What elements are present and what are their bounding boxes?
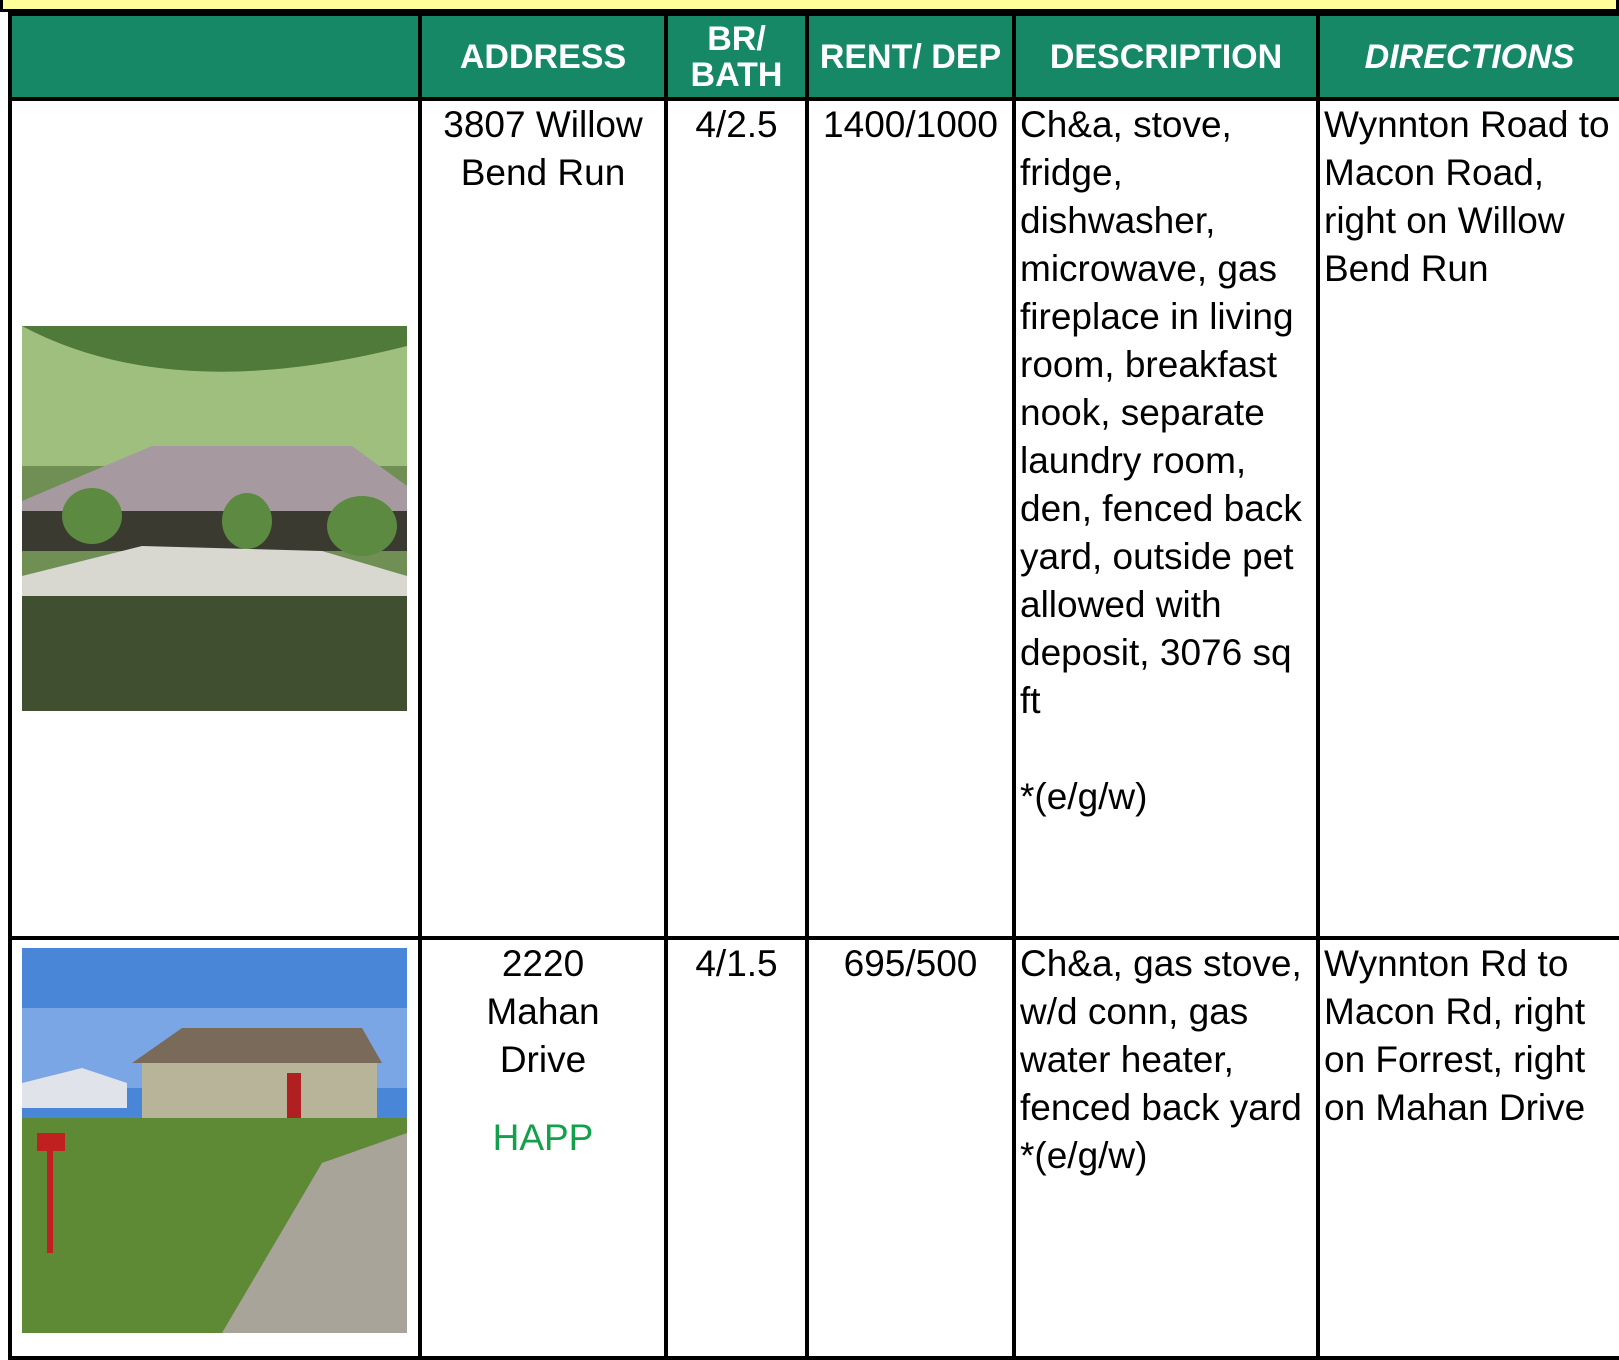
description: Ch&a, stove, fridge, dishwasher, microwa…	[1020, 104, 1302, 721]
listing-table: ADDRESS BR/ BATH RENT/ DEP DESCRIPTION D…	[8, 12, 1619, 1360]
br-bath: 4/1.5	[664, 936, 809, 1360]
description-cell: Ch&a, gas stove, w/d conn, gas water hea…	[1012, 936, 1320, 1360]
listing-row: 2220 Mahan Drive HAPP 4/1.5 695/500 Ch&a…	[8, 936, 1619, 1360]
header-cell: DESCRIPTION	[1012, 12, 1320, 101]
program-note: HAPP	[492, 1117, 594, 1158]
header-cell: ADDRESS	[418, 12, 668, 101]
header-cell: DIRECTIONS	[1316, 12, 1619, 101]
top-bar	[0, 0, 1619, 12]
header-cell: BR/ BATH	[664, 12, 809, 101]
description: Ch&a, gas stove, w/d conn, gas water hea…	[1020, 943, 1302, 1128]
listing-row: 3807 Willow Bend Run 4/2.5 1400/1000 Ch&…	[8, 97, 1619, 940]
rent-dep: 1400/1000	[805, 97, 1016, 940]
rent-dep: 695/500	[805, 936, 1016, 1360]
house-photo	[22, 326, 407, 711]
directions: Wynnton Rd to Macon Rd, right on Forrest…	[1316, 936, 1619, 1360]
header-row: ADDRESS BR/ BATH RENT/ DEP DESCRIPTION D…	[8, 12, 1619, 101]
header-cell	[8, 12, 422, 101]
utilities: *(e/g/w)	[1020, 1135, 1148, 1176]
address: 2220 Mahan Drive	[486, 943, 600, 1080]
directions: Wynnton Road to Macon Road, right on Wil…	[1316, 97, 1619, 940]
address: 3807 Willow Bend Run	[418, 97, 668, 940]
house-photo	[22, 948, 407, 1333]
address-cell: 2220 Mahan Drive HAPP	[418, 936, 668, 1360]
description-cell: Ch&a, stove, fridge, dishwasher, microwa…	[1012, 97, 1320, 940]
photo-cell	[8, 97, 422, 940]
photo-cell	[8, 936, 422, 1360]
header-cell: RENT/ DEP	[805, 12, 1016, 101]
br-bath: 4/2.5	[664, 97, 809, 940]
utilities: *(e/g/w)	[1020, 776, 1148, 817]
